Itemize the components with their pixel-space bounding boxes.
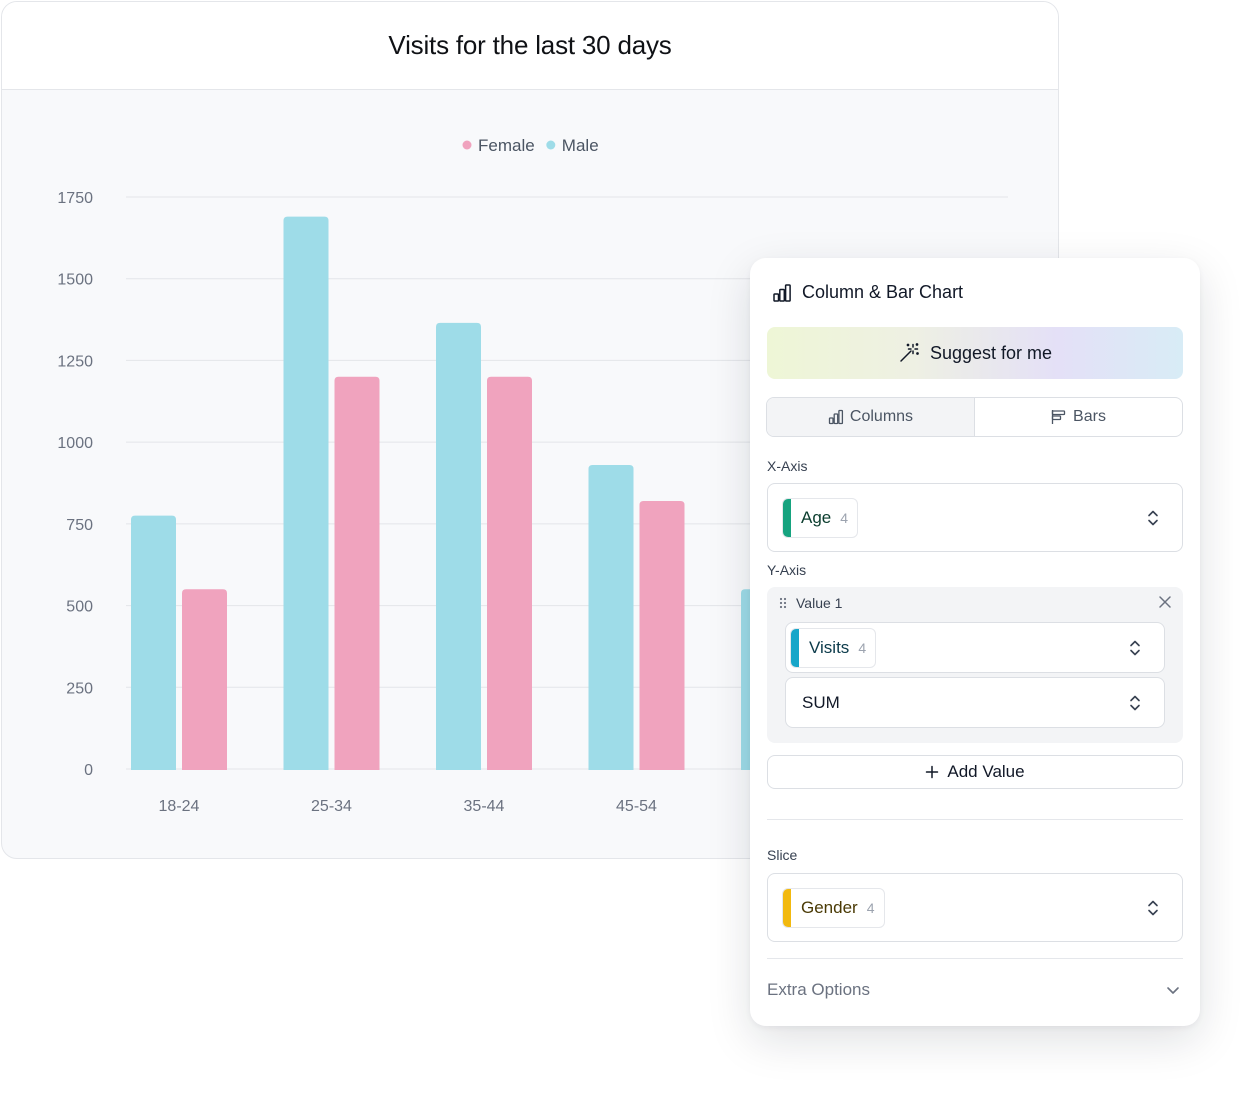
field-color-marker <box>783 888 791 927</box>
x-tick-label: 25-34 <box>311 798 352 815</box>
value-label: Value 1 <box>796 595 843 611</box>
x-tick-label: 18-24 <box>159 798 200 815</box>
y-tick-label: 1250 <box>57 353 93 370</box>
x-axis-field-name: Age <box>801 507 832 527</box>
chevron-up-down-icon <box>1146 509 1160 527</box>
aggregation-select[interactable]: SUM <box>785 677 1165 728</box>
y-tick-label: 500 <box>66 599 93 616</box>
y-tick-label: 1000 <box>57 435 93 452</box>
bars-toggle-button[interactable]: Bars <box>974 398 1182 436</box>
add-value-label: Add Value <box>947 762 1025 781</box>
y-axis-field-select[interactable]: Visits 4 <box>785 622 1165 673</box>
chart-orientation-toggle: Columns Bars <box>766 397 1183 437</box>
panel-header: Column & Bar Chart <box>772 282 963 303</box>
legend-marker <box>462 140 472 150</box>
y-axis-field-name: Visits <box>809 637 850 657</box>
close-icon[interactable] <box>1157 594 1173 610</box>
bar-male-35-44 <box>436 322 481 770</box>
y-tick-label: 0 <box>84 762 93 779</box>
chart-header: Visits for the last 30 days <box>2 2 1058 90</box>
panel-title: Column & Bar Chart <box>802 282 964 302</box>
bar-female-25-34 <box>334 376 380 770</box>
field-color-marker <box>783 498 791 537</box>
legend-label: Male <box>562 136 599 155</box>
x-axis-field-count: 4 <box>840 509 849 526</box>
bars-icon <box>1051 409 1067 425</box>
x-tick-label: 35-44 <box>464 798 505 815</box>
x-tick-label: 45-54 <box>616 798 657 815</box>
extra-options-label: Extra Options <box>767 980 870 999</box>
y-tick-label: 250 <box>66 680 93 697</box>
y-tick-label: 750 <box>66 517 93 534</box>
bar-chart-icon <box>772 283 792 303</box>
y-axis-value-group: Value 1 Visits 4 SUM <box>767 587 1183 743</box>
bar-female-18-24 <box>182 589 227 770</box>
y-tick-label: 1500 <box>57 272 93 289</box>
add-value-button[interactable]: Add Value <box>767 755 1183 789</box>
slice-select[interactable]: Gender 4 <box>767 873 1183 942</box>
chevron-up-down-icon <box>1146 899 1160 917</box>
legend-label: Female <box>478 136 535 155</box>
column-chart: Female Male 0 250 500 750 1000 1250 1500 1750 18… <box>57 136 1008 815</box>
x-axis-select[interactable]: Age 4 <box>767 483 1183 552</box>
legend-marker <box>546 140 556 150</box>
chevron-down-icon <box>1165 982 1181 998</box>
x-axis-field-chip: Age 4 <box>782 497 859 538</box>
bar-male-18-24 <box>131 515 176 770</box>
chevron-up-down-icon <box>1128 694 1142 712</box>
field-color-marker <box>791 628 799 667</box>
magic-wand-icon <box>898 342 920 364</box>
slice-field-name: Gender <box>801 897 858 917</box>
extra-options-toggle[interactable]: Extra Options <box>767 972 1183 1008</box>
chevron-up-down-icon <box>1128 639 1142 657</box>
aggregation-value: SUM <box>802 692 840 712</box>
y-axis-field-count: 4 <box>858 639 867 656</box>
bar-female-45-54 <box>639 500 685 770</box>
suggest-for-me-button[interactable]: Suggest for me <box>767 327 1183 379</box>
chart-title: Visits for the last 30 days <box>388 30 672 60</box>
y-axis-field-chip: Visits 4 <box>790 627 877 668</box>
suggest-label: Suggest for me <box>929 342 1053 363</box>
chart-settings-panel: Column & Bar Chart Suggest for me <box>750 258 1200 1026</box>
bar-male-45-54 <box>588 465 634 770</box>
chart-bars <box>131 216 786 770</box>
section-divider <box>767 958 1183 959</box>
y-axis-label: Y-Axis <box>767 562 807 578</box>
bar-male-25-34 <box>283 216 329 770</box>
y-tick-label: 1750 <box>57 190 93 207</box>
section-divider <box>767 819 1183 820</box>
slice-label: Slice <box>767 847 798 863</box>
bar-female-35-44 <box>487 376 532 770</box>
x-axis-label: X-Axis <box>767 458 808 474</box>
plus-icon <box>925 765 939 779</box>
slice-field-chip: Gender 4 <box>782 887 885 928</box>
columns-icon <box>828 409 844 425</box>
columns-label: Columns <box>849 408 914 425</box>
drag-handle-icon[interactable] <box>779 597 787 609</box>
chart-legend: Female Male <box>462 136 599 155</box>
columns-toggle-button[interactable]: Columns <box>767 398 974 436</box>
bars-label: Bars <box>1073 408 1106 425</box>
slice-field-count: 4 <box>866 899 875 916</box>
value-header: Value 1 <box>779 595 842 611</box>
